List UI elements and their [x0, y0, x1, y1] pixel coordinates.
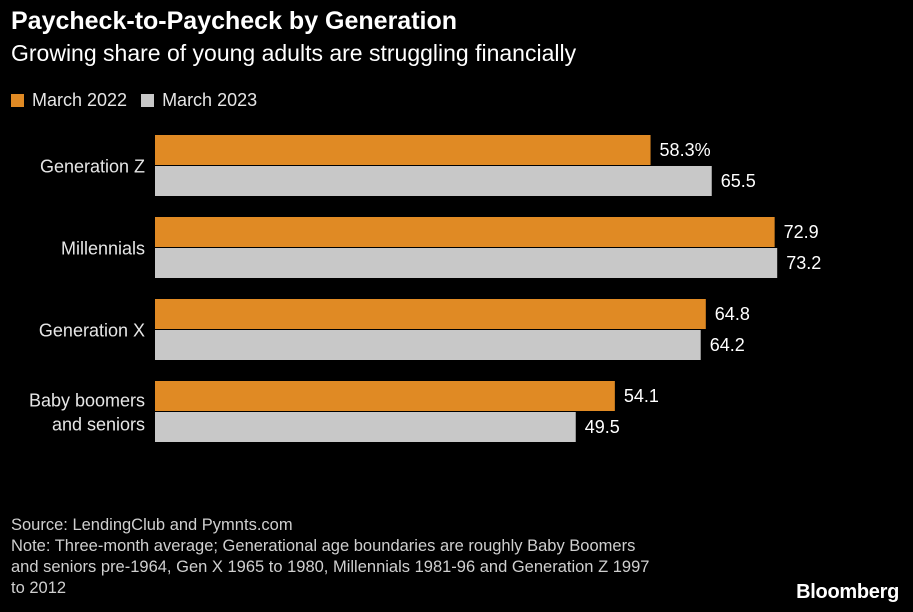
- data-label: 73.2: [786, 253, 821, 273]
- legend: March 2022 March 2023: [11, 89, 271, 111]
- note-line-2: and seniors pre-1964, Gen X 1965 to 1980…: [11, 558, 650, 576]
- legend-item-march-2022: March 2022: [11, 90, 127, 111]
- bar-march-2023: [155, 166, 712, 196]
- bar-chart: Generation Z 58.3% 65.5 Millennials 72.9 73.2…: [29, 135, 821, 442]
- source-note: Source: LendingClub and Pymnts.com: [11, 516, 293, 534]
- category-label: Millennials: [61, 239, 145, 259]
- category-label: and seniors: [52, 415, 145, 435]
- category-label: Baby boomers: [29, 391, 145, 411]
- data-label: 49.5: [585, 417, 620, 437]
- category-label: Generation Z: [40, 157, 145, 177]
- bar-march-2023: [155, 248, 778, 278]
- data-label: 64.8: [715, 304, 750, 324]
- legend-label-march-2022: March 2022: [32, 89, 128, 110]
- legend-swatch-march-2022: [11, 93, 24, 107]
- bar-march-2023: [155, 330, 701, 360]
- note-line-3: to 2012: [11, 579, 67, 597]
- bar-march-2022: [155, 299, 706, 329]
- bar-march-2022: [155, 381, 615, 411]
- footer: Source: LendingClub and Pymnts.com Note:…: [11, 515, 771, 599]
- bar-march-2022: [155, 135, 651, 165]
- chart-subtitle: Growing share of young adults are strugg…: [11, 40, 577, 66]
- data-label: 54.1: [624, 386, 659, 406]
- bar-march-2023: [155, 412, 576, 442]
- category-label: Generation X: [39, 321, 145, 341]
- data-label: 64.2: [710, 335, 745, 355]
- bar-march-2022: [155, 217, 775, 247]
- data-label: 72.9: [784, 222, 819, 242]
- chart-title: Paycheck-to-Paycheck by Generation: [11, 7, 458, 35]
- note-line-1: Note: Three-month average; Generational …: [11, 537, 636, 555]
- legend-label-march-2023: March 2023: [162, 89, 258, 110]
- legend-item-march-2023: March 2023: [141, 90, 257, 111]
- data-label: 58.3%: [660, 140, 711, 160]
- bloomberg-logo: Bloomberg: [796, 581, 899, 603]
- legend-swatch-march-2023: [141, 93, 155, 107]
- data-label: 65.5: [721, 171, 756, 191]
